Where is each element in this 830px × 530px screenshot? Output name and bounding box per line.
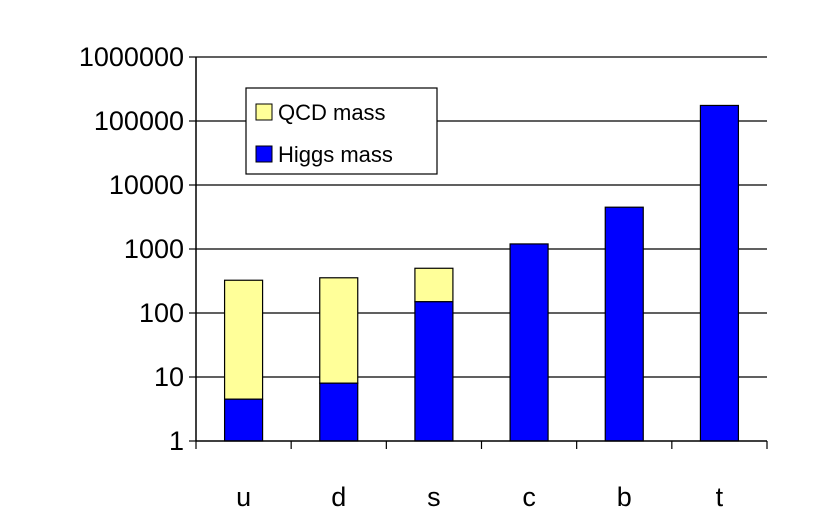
x-tick-label: t (716, 482, 724, 512)
bar-higgs-mass-t (699, 104, 740, 442)
y-tick-label: 1000 (124, 234, 184, 264)
y-tick-label: 1 (169, 426, 184, 456)
bar-higgs-mass-s (414, 301, 454, 442)
x-tick-label: b (617, 482, 632, 512)
bar-qcd-mass-s (414, 267, 454, 303)
y-tick-label: 100000 (94, 106, 184, 136)
legend-box (245, 87, 438, 175)
y-tick-label: 10 (154, 362, 184, 392)
bar-higgs-mass-u (223, 398, 264, 442)
x-tick-label: d (331, 482, 346, 512)
legend: QCD mass Higgs mass (245, 87, 438, 175)
x-tick-label: u (236, 482, 251, 512)
legend-label-higgs-mass: Higgs mass (278, 142, 393, 167)
x-tick-label: c (522, 482, 536, 512)
y-tick-label: 100 (139, 298, 184, 328)
legend-label-qcd-mass: QCD mass (278, 100, 386, 125)
bar-higgs-mass-d (319, 382, 359, 442)
bars (223, 104, 740, 442)
y-tick-label: 1000000 (79, 42, 184, 72)
y-tick-label: 10000 (109, 170, 184, 200)
x-tick-label: s (427, 482, 441, 512)
bar-higgs-mass-b (604, 206, 644, 442)
bar-qcd-mass-u (223, 279, 264, 400)
bar-higgs-mass-c (509, 243, 549, 442)
legend-swatch-higgs-mass (255, 145, 273, 163)
bar-qcd-mass-d (319, 277, 359, 384)
legend-swatch-qcd-mass (255, 103, 273, 121)
y-axis-ticks: 1 10 100 1000 10000 100000 1000000 (79, 42, 196, 456)
